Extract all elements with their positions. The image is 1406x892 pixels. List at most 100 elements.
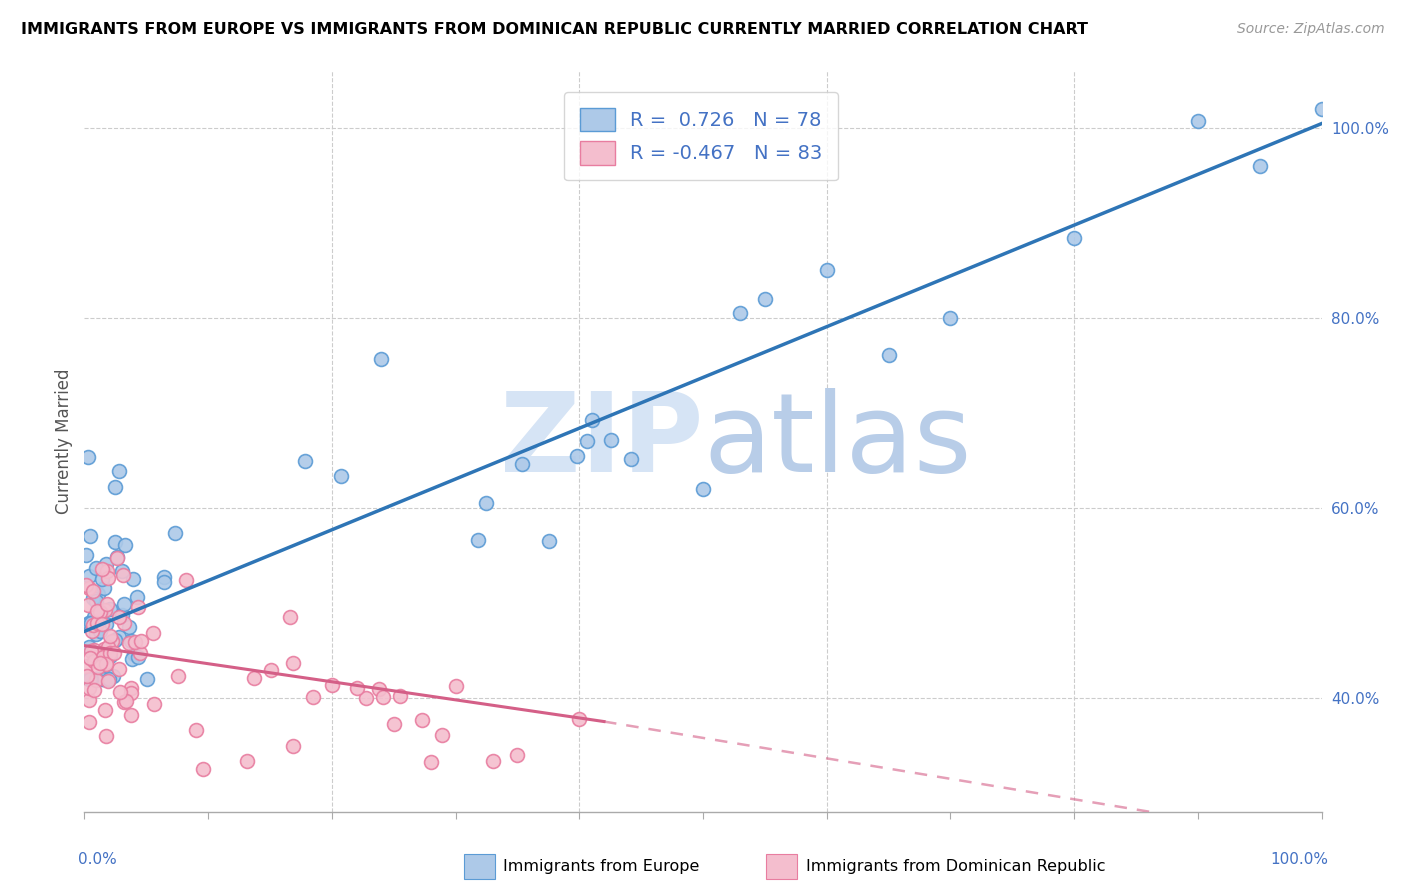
Point xyxy=(125,591,148,605)
Point xyxy=(96,729,118,743)
Point xyxy=(80,644,103,658)
Point xyxy=(79,672,101,686)
Point xyxy=(127,600,149,615)
Point xyxy=(135,672,157,686)
Point xyxy=(167,669,190,683)
Point xyxy=(94,656,117,670)
Point xyxy=(1249,159,1271,173)
Point xyxy=(430,728,453,742)
Point xyxy=(152,575,174,590)
Point xyxy=(302,690,325,704)
Point xyxy=(111,608,134,623)
Point xyxy=(754,292,776,306)
Point xyxy=(97,673,120,688)
Point xyxy=(94,657,117,671)
Point xyxy=(474,496,496,510)
Point xyxy=(419,755,441,769)
Point xyxy=(93,582,115,596)
Point xyxy=(93,641,115,656)
Point xyxy=(75,578,97,592)
Point xyxy=(294,454,316,468)
Point xyxy=(77,615,100,630)
Point xyxy=(281,739,304,754)
Point xyxy=(108,465,131,479)
Point xyxy=(87,660,110,674)
Point xyxy=(877,348,900,362)
Point xyxy=(242,671,264,685)
Text: Source: ZipAtlas.com: Source: ZipAtlas.com xyxy=(1237,22,1385,37)
Point xyxy=(368,681,391,696)
Point xyxy=(120,707,142,722)
Point xyxy=(121,652,143,666)
Point xyxy=(127,650,149,665)
Point xyxy=(82,618,104,632)
Point xyxy=(93,672,115,686)
Point xyxy=(411,713,433,727)
Point xyxy=(98,672,121,686)
Point xyxy=(96,597,118,611)
Text: 100.0%: 100.0% xyxy=(1270,853,1327,867)
Point xyxy=(90,672,112,686)
Point xyxy=(84,561,107,575)
Point xyxy=(371,690,394,705)
Text: IMMIGRANTS FROM EUROPE VS IMMIGRANTS FROM DOMINICAN REPUBLIC CURRENTLY MARRIED C: IMMIGRANTS FROM EUROPE VS IMMIGRANTS FRO… xyxy=(21,22,1088,37)
Point xyxy=(576,434,599,448)
Point xyxy=(108,662,131,676)
Point xyxy=(329,469,352,483)
Point xyxy=(124,634,146,648)
Point xyxy=(568,712,591,726)
Point xyxy=(89,656,111,670)
Point xyxy=(174,573,197,587)
Point xyxy=(79,581,101,595)
Point xyxy=(83,643,105,657)
Point xyxy=(581,413,603,427)
Point xyxy=(124,647,146,661)
Point xyxy=(86,604,108,618)
Point xyxy=(354,690,377,705)
Point xyxy=(111,564,134,578)
Point xyxy=(142,626,165,640)
Point xyxy=(96,564,118,578)
Point xyxy=(186,723,208,737)
Point xyxy=(114,538,136,552)
Point xyxy=(79,569,101,583)
Point xyxy=(112,598,135,612)
Point xyxy=(120,686,142,700)
Point xyxy=(115,694,138,708)
Point xyxy=(370,351,392,366)
Point xyxy=(77,616,100,631)
Point xyxy=(600,433,623,447)
Point xyxy=(89,606,111,620)
Point xyxy=(83,654,105,668)
Point xyxy=(467,533,489,547)
Point xyxy=(86,673,108,687)
Point xyxy=(75,548,97,562)
Point xyxy=(122,573,145,587)
Point xyxy=(97,640,120,654)
Point xyxy=(94,703,117,717)
Point xyxy=(193,762,215,776)
Point xyxy=(163,526,186,541)
Point xyxy=(80,616,103,631)
Point xyxy=(619,451,641,466)
Point xyxy=(510,457,533,471)
Point xyxy=(112,615,135,630)
Point xyxy=(692,483,714,497)
Text: Immigrants from Dominican Republic: Immigrants from Dominican Republic xyxy=(806,859,1105,873)
Point xyxy=(260,663,283,677)
Point xyxy=(82,591,104,605)
Point xyxy=(79,529,101,543)
Point xyxy=(728,306,751,320)
Point xyxy=(120,681,142,696)
Point xyxy=(103,534,125,549)
Point xyxy=(77,672,100,686)
Point xyxy=(939,310,962,325)
Point xyxy=(91,650,114,665)
Point xyxy=(94,603,117,617)
Point xyxy=(75,659,97,673)
Point xyxy=(108,630,131,644)
Point xyxy=(815,263,838,277)
Point xyxy=(86,672,108,686)
Point xyxy=(86,615,108,630)
Point xyxy=(101,633,124,648)
